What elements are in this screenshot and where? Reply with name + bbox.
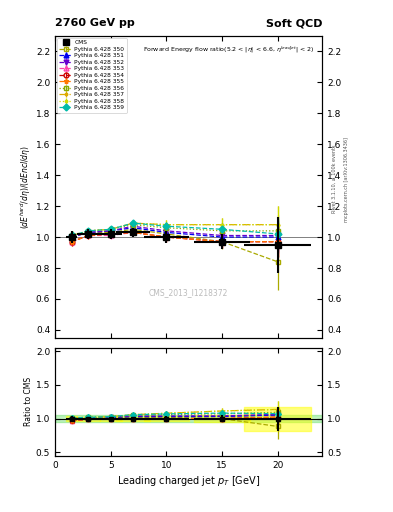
Text: CMS_2013_I1218372: CMS_2013_I1218372 xyxy=(149,288,228,297)
Bar xyxy=(55,415,322,422)
Text: 2760 GeV pp: 2760 GeV pp xyxy=(55,18,135,28)
Y-axis label: $(dE^{hard}/d\eta)/(dEncl/d\eta)$: $(dE^{hard}/d\eta)/(dEncl/d\eta)$ xyxy=(18,145,33,229)
X-axis label: Leading charged jet $p_T$ [GeV]: Leading charged jet $p_T$ [GeV] xyxy=(117,474,260,488)
Text: Rivet 3.1.10, ≥ 100k events: Rivet 3.1.10, ≥ 100k events xyxy=(332,145,337,214)
Legend: CMS, Pythia 6.428 350, Pythia 6.428 351, Pythia 6.428 352, Pythia 6.428 353, Pyt: CMS, Pythia 6.428 350, Pythia 6.428 351,… xyxy=(57,37,127,113)
Text: mcplots.cern.ch [arXiv:1306.3436]: mcplots.cern.ch [arXiv:1306.3436] xyxy=(344,137,349,222)
Text: Soft QCD: Soft QCD xyxy=(266,18,322,28)
Text: Forward Energy flow ratio(5.2 < |$\eta$| < 6.6, $\eta^{leadjet}$| < 2): Forward Energy flow ratio(5.2 < |$\eta$|… xyxy=(143,45,314,55)
Y-axis label: Ratio to CMS: Ratio to CMS xyxy=(24,377,33,426)
